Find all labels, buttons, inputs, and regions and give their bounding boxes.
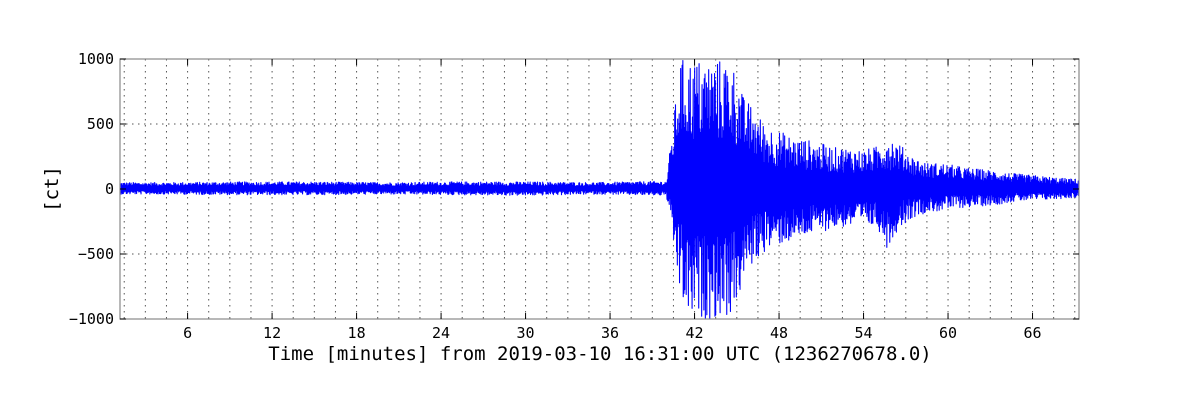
y-axis-label: [ct] bbox=[41, 166, 63, 212]
x-tick-label: 18 bbox=[348, 324, 366, 342]
x-tick-label: 48 bbox=[770, 324, 788, 342]
grid bbox=[120, 59, 1079, 319]
x-tick-label: 24 bbox=[432, 324, 450, 342]
axis-ticks bbox=[120, 58, 1079, 320]
y-tick-label: 0 bbox=[105, 180, 114, 198]
x-tick-label: 30 bbox=[517, 324, 535, 342]
y-tick-label: 1000 bbox=[78, 50, 114, 68]
plot-area bbox=[119, 60, 1080, 320]
x-tick-label: 66 bbox=[1023, 324, 1041, 342]
seismic-trace-line bbox=[119, 60, 1080, 320]
y-tick-label: −500 bbox=[78, 245, 114, 263]
x-tick-label: 60 bbox=[939, 324, 957, 342]
tick-labels: 6 12 18 24 30 36 42 48 54 60 66 −1000 −500 0 500 1000 bbox=[69, 50, 1042, 342]
x-axis-label: Time [minutes] from 2019-03-10 16:31:00 … bbox=[268, 343, 931, 365]
y-tick-label: −1000 bbox=[69, 310, 114, 328]
x-tick-label: 36 bbox=[601, 324, 619, 342]
x-tick-label: 12 bbox=[263, 324, 281, 342]
x-tick-label: 54 bbox=[855, 324, 873, 342]
x-tick-label: 6 bbox=[183, 324, 192, 342]
y-tick-label: 500 bbox=[87, 115, 114, 133]
x-tick-label: 42 bbox=[686, 324, 704, 342]
